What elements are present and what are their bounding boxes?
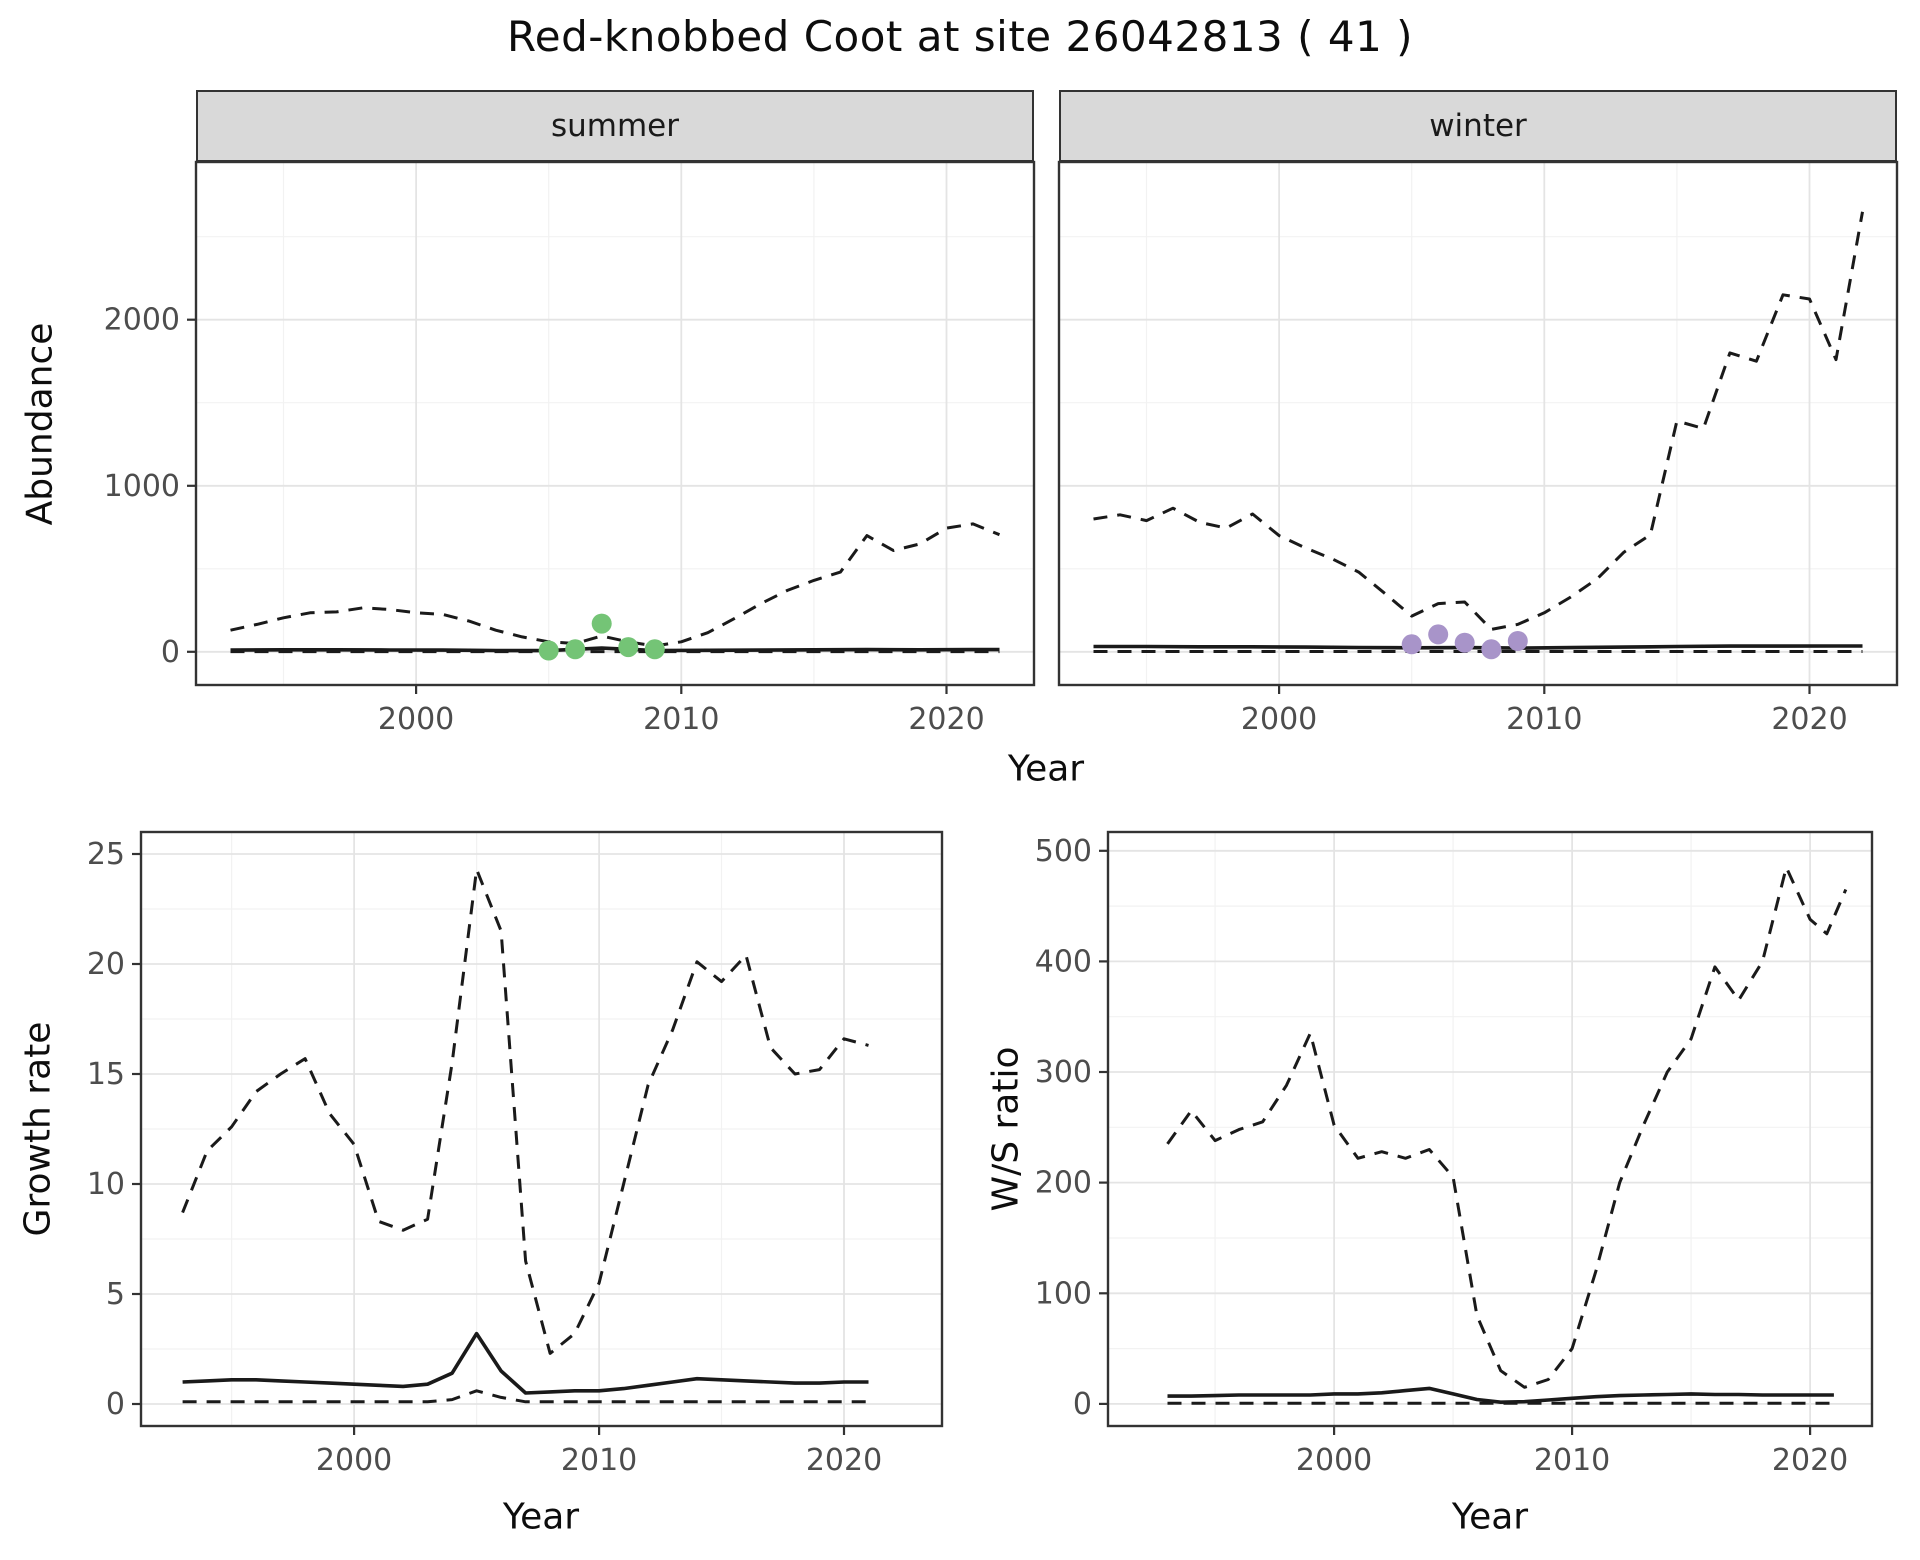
- y-tick-label: 1000: [104, 469, 180, 504]
- facet-strip-winter-label: winter: [1429, 108, 1527, 144]
- x-tick-label: 2020: [1771, 702, 1847, 737]
- series-upper-ci-ws-ratio: [1166, 865, 1848, 1389]
- y-tick-label: 2000: [104, 303, 180, 338]
- x-tick-label: 2010: [643, 702, 719, 737]
- facet-strip-summer-label: summer: [550, 108, 679, 144]
- x-tick-label: 2020: [1772, 1443, 1848, 1478]
- y-tick-label: 500: [1035, 834, 1092, 869]
- facet-strip-winter: winter: [1059, 90, 1897, 162]
- data-point-abundance-winter: [1507, 631, 1528, 651]
- panel-series-group-growth-rate: [181, 867, 869, 1404]
- y-axis-title-ws-ratio: W/S ratio: [985, 1046, 1027, 1212]
- data-point-abundance-winter: [1428, 624, 1449, 645]
- panel-border-abundance-winter: [1057, 160, 1899, 687]
- data-point-abundance-winter: [1401, 634, 1422, 655]
- x-tick-label: 2010: [1506, 702, 1582, 737]
- x-tick-label: 2000: [316, 1443, 392, 1478]
- series-estimate-growth-rate: [182, 1331, 869, 1395]
- y-tick-label: 200: [1035, 1166, 1092, 1201]
- panel-border-ws-ratio: [1106, 830, 1874, 1428]
- y-tick-label: 15: [87, 1057, 125, 1092]
- y-axis-title-abundance: Abundance: [19, 322, 61, 526]
- series-upper-ci-growth-rate: [181, 867, 869, 1355]
- panel-series-group-abundance-winter: [1093, 211, 1864, 660]
- series-estimate-abundance-winter: [1093, 644, 1863, 650]
- panel-background-abundance-summer: [196, 162, 1034, 685]
- data-point-abundance-summer: [618, 637, 639, 658]
- y-tick-label: 300: [1035, 1055, 1092, 1090]
- series-upper-ci-abundance-summer: [230, 522, 1001, 648]
- panel-series-group-ws-ratio: [1166, 865, 1848, 1405]
- x-tick-label: 2000: [1296, 1443, 1372, 1478]
- x-tick-label: 2020: [806, 1443, 882, 1478]
- x-tick-label: 2000: [378, 702, 454, 737]
- panel-border-growth-rate: [139, 830, 944, 1428]
- y-tick-label: 0: [161, 635, 180, 670]
- x-tick-label: 2010: [1534, 1443, 1610, 1478]
- panel-series-group-abundance-summer: [230, 522, 1001, 661]
- data-point-abundance-summer: [565, 639, 586, 660]
- y-tick-label: 100: [1035, 1276, 1092, 1311]
- x-tick-label: 2020: [908, 702, 984, 737]
- data-point-abundance-winter: [1454, 632, 1475, 653]
- data-point-abundance-summer: [644, 639, 665, 660]
- x-axis-title-year-bottom-left: Year: [502, 1496, 580, 1538]
- series-upper-ci-abundance-winter: [1093, 211, 1864, 631]
- x-tick-label: 2000: [1241, 702, 1317, 737]
- x-axis-title-year-bottom-right: Year: [1451, 1496, 1529, 1538]
- series-lower-ci-growth-rate: [182, 1389, 869, 1404]
- y-tick-label: 400: [1035, 944, 1092, 979]
- plot-title: Red-knobbed Coot at site 26042813 ( 41 ): [506, 12, 1414, 61]
- y-tick-label: 0: [106, 1387, 125, 1422]
- y-tick-label: 5: [106, 1277, 125, 1312]
- x-tick-label: 2010: [561, 1443, 637, 1478]
- series-estimate-ws-ratio: [1167, 1386, 1834, 1404]
- data-point-abundance-summer: [538, 640, 559, 661]
- panel-background-abundance-winter: [1059, 162, 1897, 685]
- panel-background-ws-ratio: [1108, 832, 1872, 1426]
- panel-border-abundance-summer: [194, 160, 1036, 687]
- data-point-abundance-summer: [591, 613, 612, 634]
- y-axis-title-growth-rate: Growth rate: [17, 1021, 59, 1237]
- y-tick-label: 20: [87, 947, 125, 982]
- x-axis-title-year-top: Year: [1007, 748, 1085, 790]
- y-tick-label: 0: [1073, 1387, 1092, 1422]
- y-tick-label: 10: [87, 1167, 125, 1202]
- facet-strip-summer: summer: [196, 90, 1034, 162]
- data-point-abundance-winter: [1481, 639, 1502, 660]
- y-tick-label: 25: [87, 837, 125, 872]
